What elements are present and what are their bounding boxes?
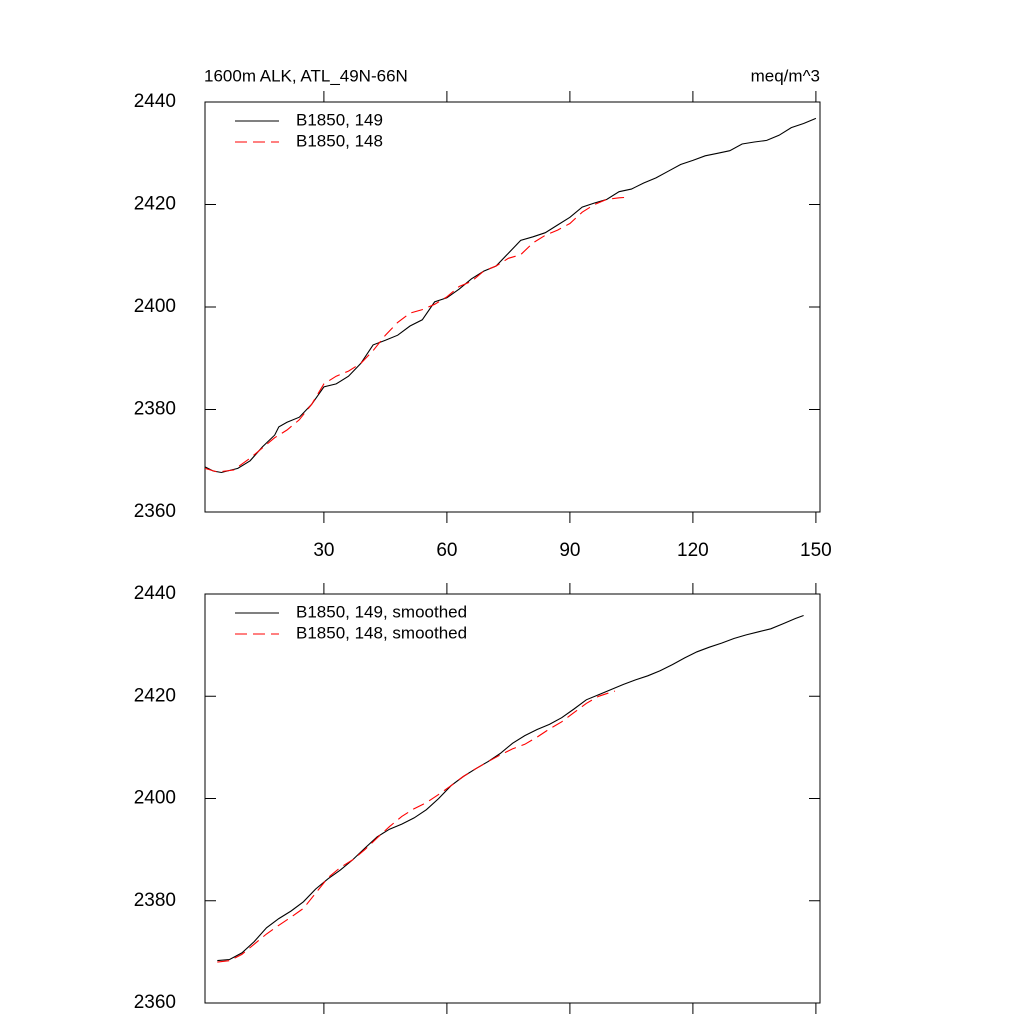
y-tick-label: 2380 <box>134 399 176 420</box>
y-tick-label: 2440 <box>134 583 176 604</box>
legend-label: B1850, 149 <box>296 110 383 129</box>
x-tick-label: 90 <box>559 540 580 561</box>
y-tick-label: 2360 <box>134 501 176 522</box>
y-tick-label: 2420 <box>134 194 176 215</box>
y-tick-label: 2360 <box>134 992 176 1013</box>
legend-label: B1850, 148 <box>296 131 383 150</box>
y-tick-label: 2380 <box>134 890 176 911</box>
x-tick-label: 120 <box>677 540 709 561</box>
y-tick-label: 2400 <box>134 296 176 317</box>
y-tick-label: 2440 <box>134 91 176 112</box>
data-line <box>217 614 804 962</box>
x-tick-label: 30 <box>313 540 334 561</box>
data-line <box>204 196 628 473</box>
units-label: meq/m^3 <box>751 66 820 85</box>
y-tick-label: 2400 <box>134 788 176 809</box>
chart-title: 1600m ALK, ATL_49N-66N <box>204 66 408 85</box>
legend-label: B1850, 148, smoothed <box>296 623 467 642</box>
data-line <box>217 690 616 963</box>
y-tick-label: 2420 <box>134 685 176 706</box>
legend-label: B1850, 149, smoothed <box>296 602 467 621</box>
x-tick-label: 60 <box>436 540 457 561</box>
data-line <box>204 117 817 474</box>
x-tick-label: 150 <box>800 540 832 561</box>
